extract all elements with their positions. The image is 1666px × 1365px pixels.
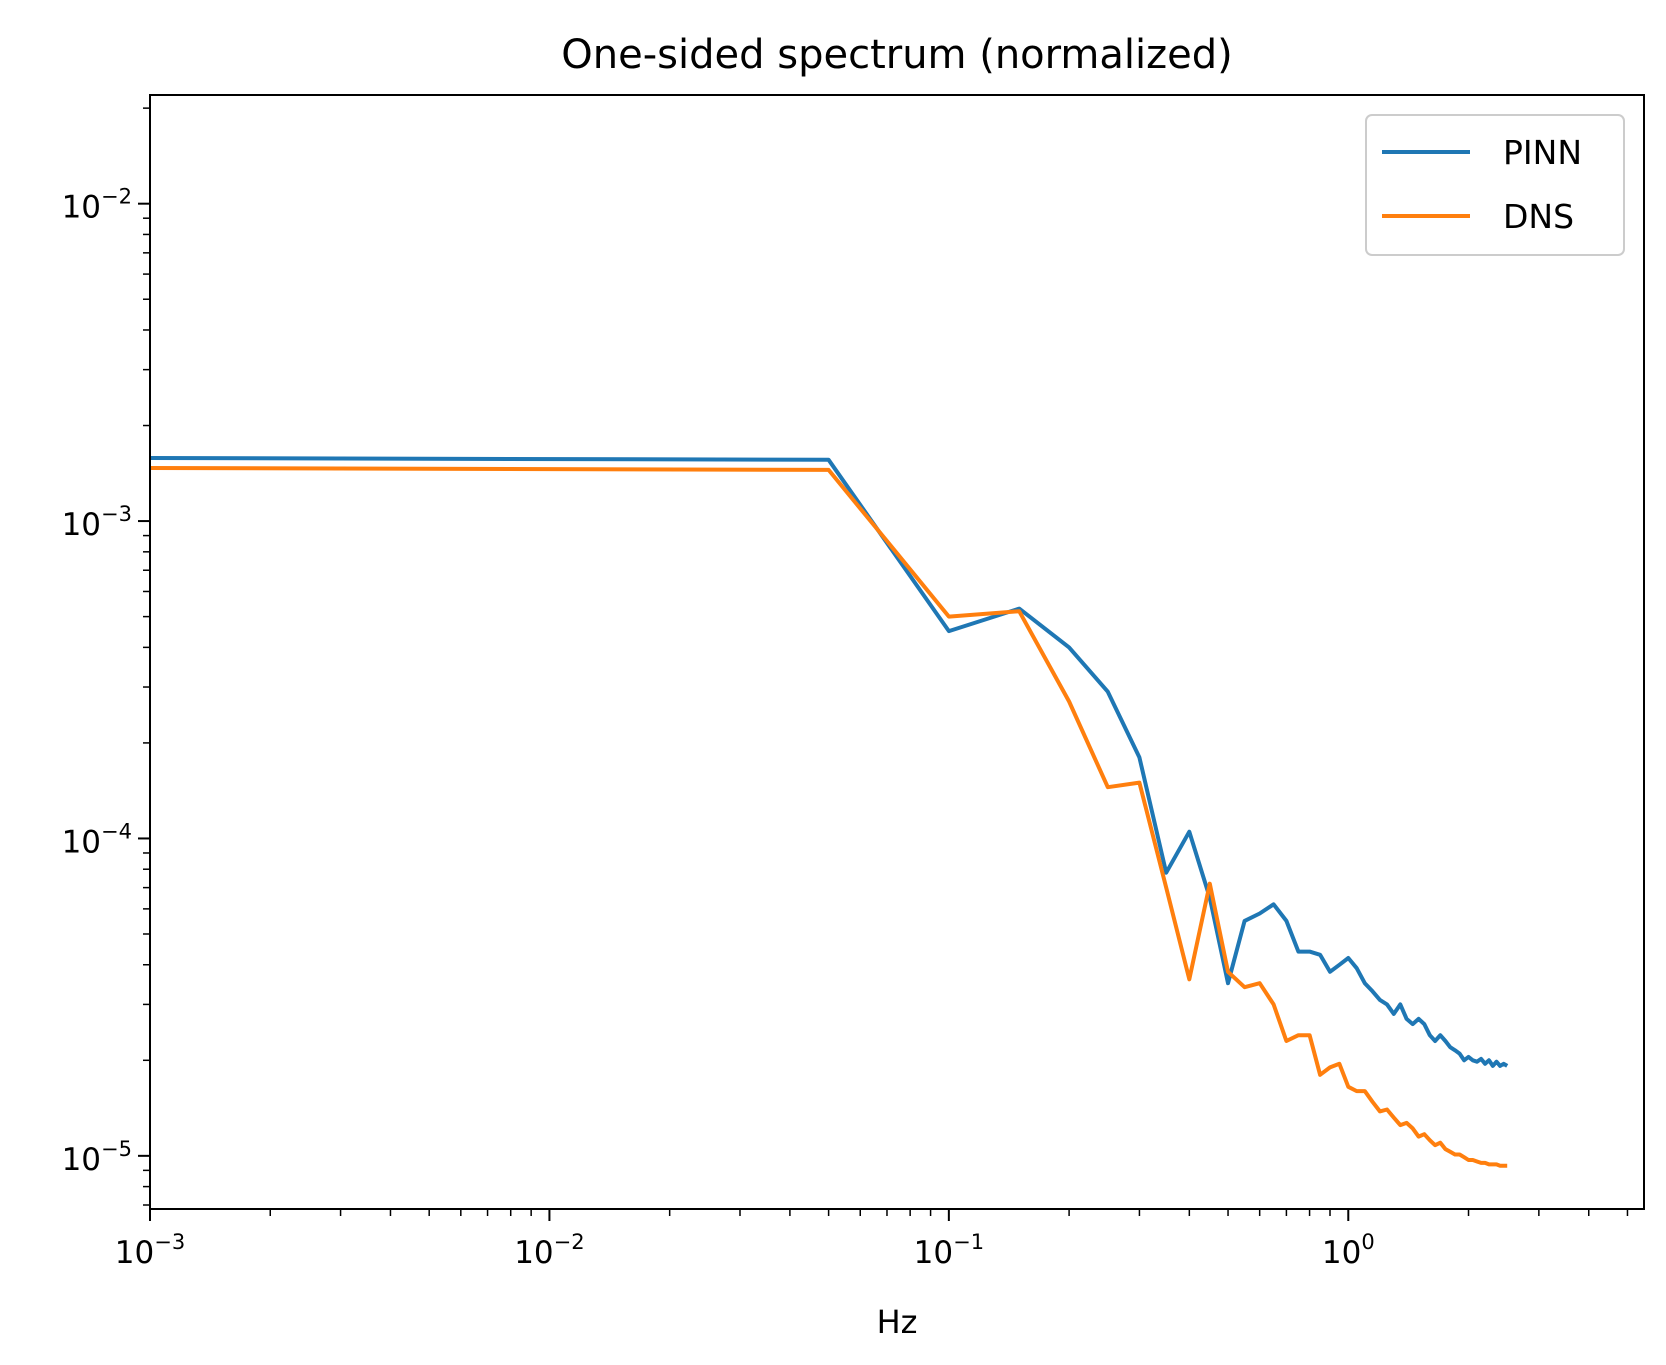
y-tick-label: 10−2 bbox=[62, 185, 132, 226]
y-tick-label: 10−4 bbox=[62, 819, 132, 860]
x-tick-label: 100 bbox=[1322, 1230, 1375, 1271]
series-line-pinn bbox=[149, 456, 1509, 1068]
plot-area: 10−3 10−2 10−1 100 10−5 10−4 10−3 10−2 bbox=[62, 94, 1645, 1271]
legend-label-pinn: PINN bbox=[1503, 133, 1582, 172]
legend-label-dns: DNS bbox=[1503, 197, 1574, 236]
series-layer bbox=[149, 456, 1509, 1168]
plot-frame bbox=[149, 94, 1645, 1210]
legend-box bbox=[1365, 114, 1625, 256]
x-tick-label: 10−2 bbox=[514, 1230, 584, 1271]
ticks-layer: 10−3 10−2 10−1 100 10−5 10−4 10−3 10−2 bbox=[62, 107, 1629, 1271]
chart-title: One-sided spectrum (normalized) bbox=[561, 32, 1232, 78]
x-tick-label: 10−1 bbox=[914, 1230, 984, 1271]
x-axis-label: Hz bbox=[877, 1303, 918, 1341]
legend: PINN DNS bbox=[1365, 114, 1625, 256]
y-tick-label: 10−3 bbox=[62, 502, 132, 543]
y-tick-label: 10−5 bbox=[62, 1137, 132, 1178]
x-tick-label: 10−3 bbox=[115, 1230, 185, 1271]
series-line-dns bbox=[149, 466, 1508, 1168]
